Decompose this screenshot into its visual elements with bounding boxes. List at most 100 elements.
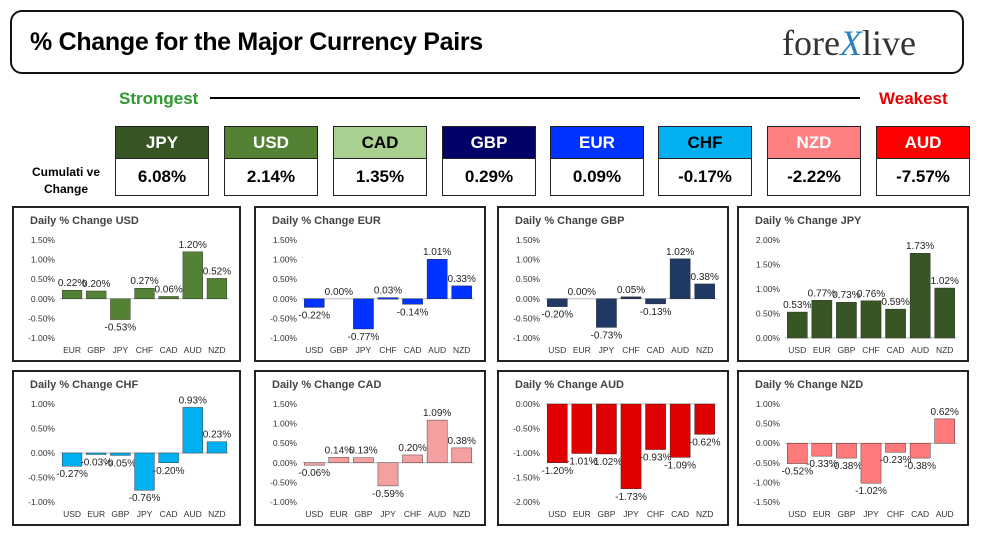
currency-cumulative-value: -7.57% bbox=[876, 159, 970, 196]
data-label: 0.27% bbox=[130, 276, 158, 287]
x-tick-label: CHF bbox=[862, 345, 879, 355]
chart-panel-1: Daily % Change USD 1.50% 1.00% 0.50% 0.00% -0… bbox=[12, 206, 241, 362]
bar bbox=[402, 298, 423, 305]
y-tick-label: -0.50% bbox=[28, 313, 55, 323]
currency-name: JPY bbox=[115, 126, 209, 159]
bar bbox=[811, 300, 833, 339]
x-tick-label: USD bbox=[305, 509, 323, 519]
y-tick-label: -0.50% bbox=[513, 424, 540, 434]
x-tick-label: CAD bbox=[887, 345, 905, 355]
bar bbox=[353, 298, 374, 330]
bar bbox=[182, 251, 203, 299]
data-label: 0.52% bbox=[203, 266, 231, 277]
currency-cumulative-value: 0.29% bbox=[442, 159, 536, 196]
bar bbox=[402, 454, 423, 463]
cumulative-change-label: Cumulati ve Change bbox=[31, 165, 100, 196]
bar bbox=[353, 457, 374, 464]
currency-name: EUR bbox=[550, 126, 644, 159]
data-label: -0.06% bbox=[298, 468, 330, 479]
data-label: 1.73% bbox=[906, 241, 934, 252]
y-tick-label: 0.50% bbox=[31, 274, 56, 284]
bar bbox=[571, 403, 593, 454]
currency-card-jpy: JPY 6.08% bbox=[115, 126, 209, 196]
bar bbox=[158, 296, 179, 299]
chart-svg: Daily % Change JPY2.00%1.50%1.00%0.50%0.… bbox=[755, 215, 959, 355]
currency-card-chf: CHF -0.17% bbox=[658, 126, 752, 196]
x-tick-label: AUD bbox=[936, 509, 954, 519]
currency-card-eur: EUR 0.09% bbox=[550, 126, 644, 196]
y-tick-label: -2.00% bbox=[513, 497, 540, 507]
bar bbox=[694, 283, 715, 299]
y-tick-label: 0.00% bbox=[31, 294, 56, 304]
x-tick-label: EUR bbox=[813, 509, 831, 519]
bar bbox=[134, 452, 155, 491]
data-label: 0.13% bbox=[349, 446, 377, 457]
bar bbox=[694, 403, 715, 435]
x-tick-label: GBP bbox=[837, 509, 855, 519]
bar bbox=[134, 288, 155, 300]
data-label: 0.00% bbox=[568, 287, 596, 298]
x-tick-label: AUD bbox=[671, 345, 689, 355]
bar bbox=[547, 403, 568, 463]
data-label: 0.05% bbox=[617, 285, 645, 296]
y-tick-label: -0.50% bbox=[513, 313, 540, 323]
y-tick-label: -1.00% bbox=[28, 497, 55, 507]
y-tick-label: 2.00% bbox=[756, 235, 781, 245]
bar bbox=[451, 447, 472, 463]
data-label: -0.20% bbox=[541, 310, 573, 321]
y-tick-label: 1.50% bbox=[516, 235, 541, 245]
y-tick-label: 1.50% bbox=[31, 235, 56, 245]
x-tick-label: EUR bbox=[63, 345, 81, 355]
chart-title: Daily % Change CHF bbox=[30, 379, 138, 391]
chart-panel-3: Daily % Change GBP 1.50% 1.00% 0.50% 0.00% -0… bbox=[497, 206, 729, 362]
data-label: 0.38% bbox=[691, 272, 719, 283]
y-tick-label: -1.00% bbox=[513, 448, 540, 458]
bar bbox=[860, 442, 882, 484]
chart-svg: Daily % Change EUR1.50%1.00%0.50%0.00%-0… bbox=[270, 215, 476, 355]
y-tick-label: 0.00% bbox=[273, 294, 298, 304]
data-label: -0.62% bbox=[689, 437, 721, 448]
bar bbox=[328, 457, 350, 463]
currency-cumulative-value: 2.14% bbox=[224, 159, 318, 196]
x-tick-label: CHF bbox=[647, 509, 664, 519]
y-tick-label: -0.50% bbox=[28, 473, 55, 483]
y-tick-label: 0.50% bbox=[516, 274, 541, 284]
x-tick-label: CAD bbox=[671, 509, 689, 519]
x-tick-label: CAD bbox=[647, 345, 665, 355]
data-label: 1.02% bbox=[931, 276, 959, 287]
chart-svg: Daily % Change CHF1.00%0.50%0.00%-0.50%-… bbox=[28, 379, 231, 519]
currency-name: CAD bbox=[333, 126, 427, 159]
y-tick-label: -1.00% bbox=[753, 477, 780, 487]
bar bbox=[934, 287, 955, 339]
currency-name: NZD bbox=[767, 126, 861, 159]
y-tick-label: 1.50% bbox=[273, 399, 298, 409]
data-label: -1.09% bbox=[664, 460, 696, 471]
bar bbox=[885, 442, 906, 453]
x-tick-label: NZD bbox=[936, 345, 953, 355]
y-tick-label: 0.50% bbox=[273, 274, 298, 284]
bar bbox=[61, 289, 83, 300]
x-tick-label: GBP bbox=[111, 509, 129, 519]
y-tick-label: 1.00% bbox=[273, 419, 298, 429]
bar bbox=[451, 285, 472, 299]
chart-title: Daily % Change USD bbox=[30, 215, 139, 227]
currency-name: GBP bbox=[442, 126, 536, 159]
chart-title: Daily % Change AUD bbox=[515, 379, 624, 391]
y-tick-label: -1.00% bbox=[270, 497, 297, 507]
y-tick-label: 1.00% bbox=[273, 255, 298, 265]
data-label: -0.93% bbox=[640, 453, 672, 464]
data-label: 0.20% bbox=[398, 443, 426, 454]
bar bbox=[620, 403, 642, 489]
chart-panel-4: Daily % Change JPY 2.00% 1.50% 1.00% 0.50% 0.… bbox=[737, 206, 969, 362]
x-tick-label: AUD bbox=[911, 345, 929, 355]
data-label: 0.06% bbox=[154, 284, 182, 295]
x-tick-label: CHF bbox=[887, 509, 904, 519]
bar bbox=[836, 302, 857, 339]
currency-cumulative-value: 0.09% bbox=[550, 159, 644, 196]
currency-cumulative-value: -2.22% bbox=[767, 159, 861, 196]
y-tick-label: -1.50% bbox=[753, 497, 780, 507]
data-label: 0.14% bbox=[325, 445, 353, 456]
currency-cumulative-value: -0.17% bbox=[658, 159, 752, 196]
x-tick-label: NZD bbox=[453, 345, 470, 355]
bar bbox=[377, 462, 399, 487]
